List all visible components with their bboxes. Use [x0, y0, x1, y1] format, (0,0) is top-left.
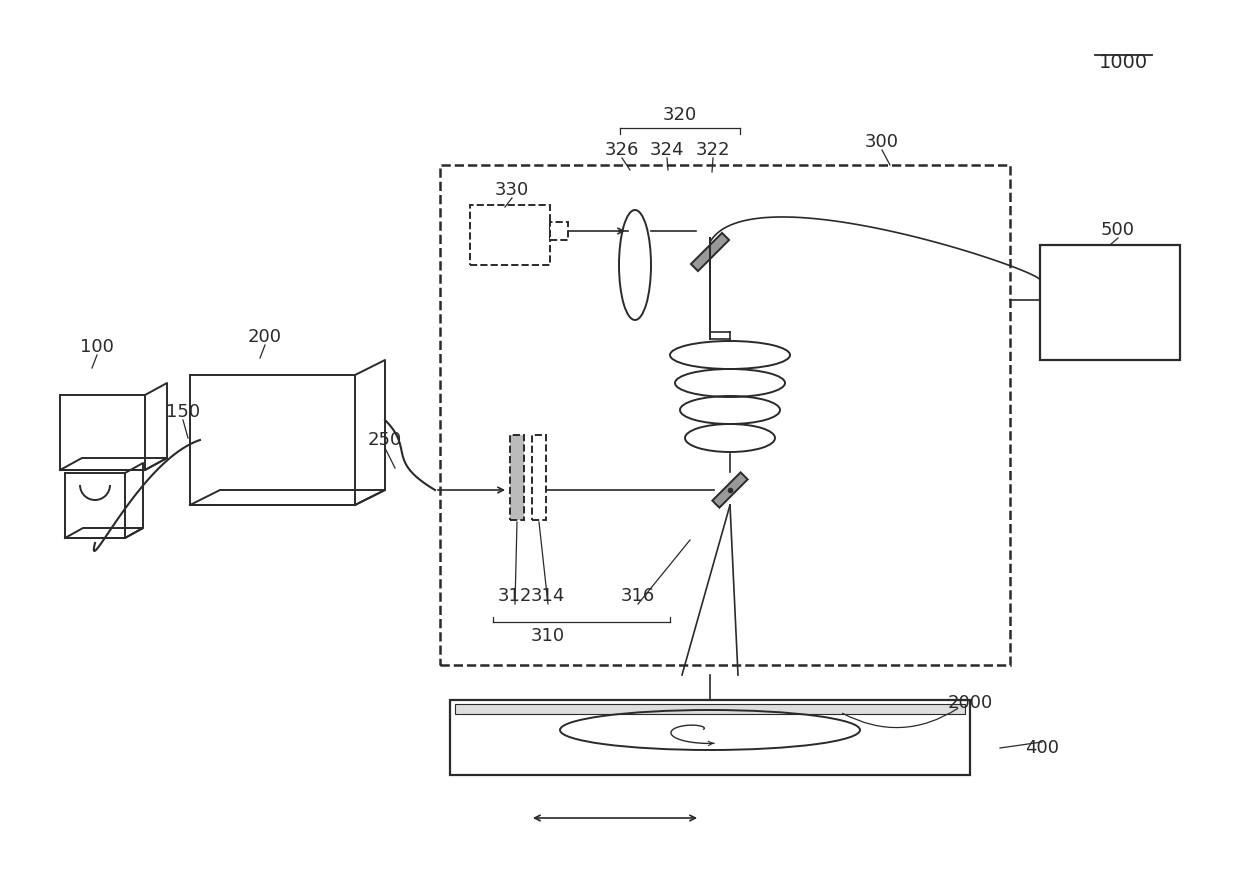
- Text: 150: 150: [166, 403, 200, 421]
- Polygon shape: [712, 472, 748, 508]
- Bar: [440, 165, 1011, 665]
- Text: 100: 100: [81, 338, 114, 356]
- Text: 2000: 2000: [947, 694, 993, 712]
- Text: 500: 500: [1101, 221, 1135, 239]
- Bar: [551, 222, 568, 240]
- Text: 322: 322: [696, 141, 730, 159]
- Text: 1000: 1000: [1099, 52, 1147, 72]
- Text: 310: 310: [531, 627, 565, 645]
- Text: 300: 300: [866, 133, 899, 151]
- Text: 312: 312: [497, 587, 532, 605]
- Text: 250: 250: [368, 431, 402, 449]
- Polygon shape: [691, 233, 729, 271]
- Bar: [510, 435, 525, 520]
- Text: 324: 324: [650, 141, 684, 159]
- Bar: [450, 700, 970, 775]
- Bar: [470, 205, 551, 265]
- Bar: [455, 704, 965, 714]
- Bar: [532, 435, 546, 520]
- Text: 200: 200: [248, 328, 281, 346]
- Text: 326: 326: [605, 141, 639, 159]
- Text: 316: 316: [621, 587, 655, 605]
- Ellipse shape: [619, 210, 651, 320]
- Text: 320: 320: [663, 106, 697, 124]
- Text: 330: 330: [495, 181, 529, 199]
- Text: 400: 400: [1025, 739, 1059, 757]
- Text: 314: 314: [531, 587, 565, 605]
- Bar: [1040, 245, 1180, 360]
